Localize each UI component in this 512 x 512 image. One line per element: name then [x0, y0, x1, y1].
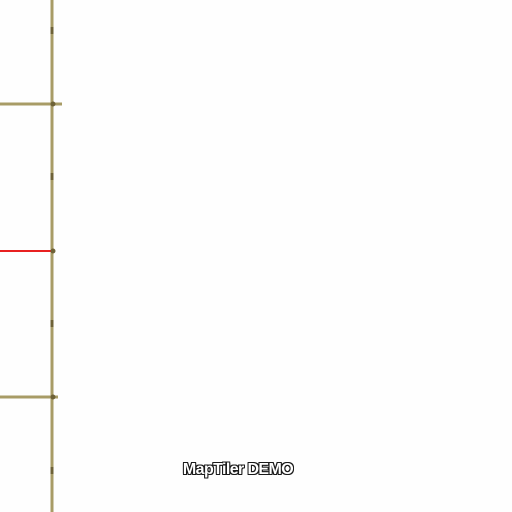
boundary-tick	[50, 467, 54, 474]
junction-node	[50, 248, 56, 254]
boundary-tick	[50, 27, 54, 34]
maptiler-watermark: MapTiler DEMO	[182, 461, 294, 478]
boundary-tick	[50, 173, 54, 180]
junction-node	[50, 394, 56, 400]
boundary-tick	[50, 320, 54, 327]
junction-node	[50, 101, 56, 107]
